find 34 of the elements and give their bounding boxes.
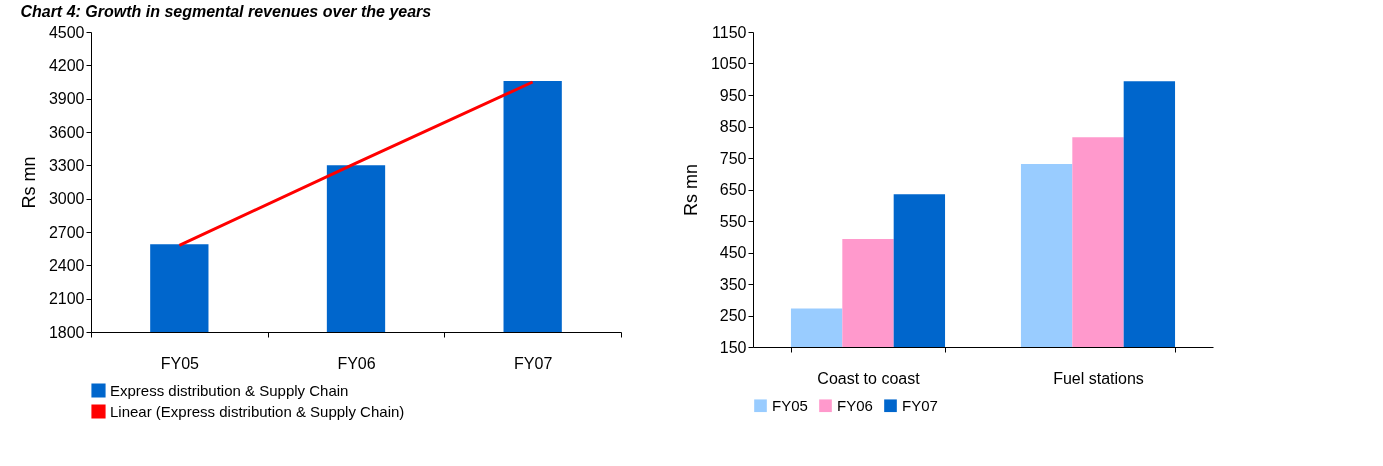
- legend-label: Linear (Express distribution & Supply Chain): [110, 402, 405, 420]
- x-tick-label: Fuel stations: [1053, 369, 1144, 387]
- y-tick-label: 3900: [48, 90, 85, 108]
- x-tick-label: Coast to coast: [817, 369, 921, 387]
- y-tick-label: 2100: [48, 290, 85, 308]
- chart-title: Chart 4: Growth in segmental revenues over the years: [20, 3, 432, 20]
- y-tick-label: 3000: [48, 190, 85, 208]
- y-tick-label: 950: [719, 86, 747, 104]
- y-tick-label: 450: [719, 244, 747, 261]
- y-axis-title: Rs mn: [18, 156, 39, 209]
- x-tick-label: FY05: [160, 354, 200, 372]
- y-tick-label: 850: [719, 118, 747, 135]
- y-tick-label: 3600: [48, 123, 85, 141]
- x-tick-label: FY06: [337, 354, 376, 372]
- y-tick-label: 3300: [48, 156, 85, 174]
- y-tick-label: 550: [719, 212, 747, 230]
- y-tick-label: 150: [719, 338, 747, 356]
- y-tick-label: 2700: [48, 223, 85, 241]
- y-tick-label: 250: [719, 307, 747, 324]
- legend-label: FY05: [772, 396, 808, 414]
- x-tick-label: FY07: [514, 354, 553, 372]
- y-tick-label: 4200: [48, 56, 85, 74]
- y-tick-label: 1150: [712, 23, 747, 41]
- y-axis-title: Rs mn: [680, 163, 701, 217]
- y-tick-label: 350: [719, 275, 747, 293]
- y-tick-label: 1050: [710, 55, 747, 72]
- y-tick-label: 2400: [48, 256, 85, 274]
- legend-label: Express distribution & Supply Chain: [110, 381, 349, 399]
- y-tick-label: 4500: [48, 23, 85, 41]
- y-tick-label: 650: [719, 181, 747, 198]
- legend-label: FY06: [837, 396, 873, 414]
- y-tick-label: 750: [719, 149, 747, 167]
- y-tick-label: 1800: [48, 323, 85, 341]
- legend-label: FY07: [902, 396, 938, 414]
